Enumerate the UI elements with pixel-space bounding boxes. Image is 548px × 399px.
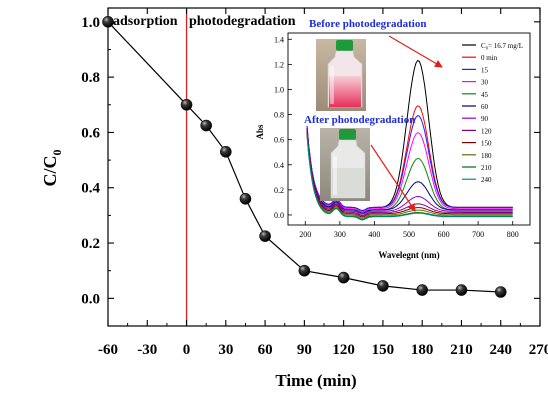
before-photo bbox=[316, 39, 366, 111]
inset-x-tick-label: 600 bbox=[438, 230, 450, 239]
legend-label: 150 bbox=[481, 140, 492, 148]
inset-x-tick-label: 800 bbox=[507, 230, 519, 239]
main-y-tick-label: 0.8 bbox=[81, 70, 100, 86]
inset-spectrum-line bbox=[306, 128, 513, 214]
legend-label: 45 bbox=[481, 91, 489, 99]
legend-label: 0 min bbox=[481, 54, 498, 62]
y-label-subscript: 0 bbox=[50, 150, 64, 156]
inset-y-axis: 0.0 0.2 0.4 0.6 0.8 1.0 1.2 1.4 bbox=[274, 35, 292, 220]
data-point bbox=[180, 98, 193, 111]
main-series bbox=[102, 16, 507, 298]
legend-label: 120 bbox=[481, 127, 492, 135]
after-photo bbox=[320, 128, 370, 201]
main-x-tick-label: 60 bbox=[258, 342, 273, 358]
y-label-main: C/C bbox=[40, 156, 60, 187]
data-point bbox=[220, 145, 232, 158]
inset-spectrum-line bbox=[306, 135, 513, 221]
inset-y-tick-label: 1.4 bbox=[274, 35, 284, 44]
main-x-tick-label: 0 bbox=[183, 342, 191, 358]
main-x-axis: -60 -30 0 30 60 90 120 150 180 210 240 270 bbox=[98, 8, 548, 358]
legend-label: 60 bbox=[481, 103, 489, 111]
annotation-after: After photodegradation bbox=[304, 114, 415, 126]
inset-y-tick-label: 0.0 bbox=[274, 211, 284, 220]
inset-y-tick-label: 0.6 bbox=[274, 136, 284, 145]
main-y-tick-label: 0.6 bbox=[81, 125, 100, 141]
data-point bbox=[298, 264, 311, 277]
data-point bbox=[377, 280, 389, 292]
inset-x-tick-label: 700 bbox=[472, 230, 484, 239]
annotation-before: Before photodegradation bbox=[309, 18, 426, 30]
inset-y-tick-label: 0.8 bbox=[274, 111, 284, 120]
inset-x-tick-label: 500 bbox=[403, 230, 415, 239]
data-point bbox=[259, 230, 271, 242]
data-point bbox=[455, 284, 468, 296]
main-x-axis-label: Time (min) bbox=[275, 371, 356, 390]
main-x-tick-label: 270 bbox=[529, 342, 548, 358]
inset-x-axis-label: Wavelegnt (nm) bbox=[378, 250, 439, 260]
region-label-adsorption: adsorption bbox=[113, 14, 178, 29]
region-label-photodegradation: photodegradation bbox=[189, 14, 296, 29]
legend-label: 210 bbox=[481, 164, 492, 172]
main-x-tick-label: 210 bbox=[450, 342, 473, 358]
main-y-tick-label: 1.0 bbox=[81, 15, 100, 31]
legend-label: 15 bbox=[481, 66, 489, 74]
inset-x-tick-label: 200 bbox=[299, 230, 311, 239]
inset-spectrum-line bbox=[306, 115, 513, 212]
main-x-tick-label: 90 bbox=[297, 342, 312, 358]
data-point bbox=[200, 119, 212, 132]
main-x-tick-label: 150 bbox=[372, 342, 395, 358]
legend-label: 90 bbox=[481, 115, 489, 123]
main-x-tick-label: 120 bbox=[332, 342, 355, 358]
legend-label: 30 bbox=[481, 79, 489, 87]
main-x-tick-label: 30 bbox=[218, 342, 233, 358]
main-x-tick-label: 240 bbox=[489, 342, 512, 358]
legend-label: 180 bbox=[481, 152, 492, 160]
data-point bbox=[337, 271, 350, 284]
main-x-tick-label: -30 bbox=[137, 342, 157, 358]
main-y-tick-label: 0.0 bbox=[81, 291, 100, 307]
inset-spectra bbox=[306, 59, 513, 221]
inset-x-tick-label: 400 bbox=[368, 230, 380, 239]
arrow-after bbox=[370, 144, 416, 212]
inset-y-tick-label: 0.4 bbox=[274, 161, 284, 170]
data-point bbox=[416, 284, 428, 296]
main-x-tick-label: -60 bbox=[98, 342, 118, 358]
main-x-tick-label: 180 bbox=[411, 342, 434, 358]
legend-label: C₀= 16.7 mg/L bbox=[481, 42, 523, 50]
legend-label: 240 bbox=[481, 176, 492, 184]
inset-x-tick-label: 300 bbox=[334, 230, 346, 239]
main-y-axis: 0.0 0.2 0.4 0.6 0.8 1.0 bbox=[81, 15, 540, 307]
inset-spectrum-line bbox=[306, 127, 513, 213]
arrow-before bbox=[388, 35, 443, 68]
inset-y-tick-label: 0.2 bbox=[274, 186, 284, 195]
data-point bbox=[494, 286, 507, 298]
data-point bbox=[102, 16, 114, 28]
inset-spectrum-line bbox=[306, 129, 513, 215]
inset-y-tick-label: 1.2 bbox=[274, 60, 284, 69]
inset-y-tick-label: 1.0 bbox=[274, 85, 284, 94]
main-y-tick-label: 0.2 bbox=[81, 236, 100, 252]
data-point bbox=[239, 193, 252, 205]
main-y-axis-label: C/C0 bbox=[40, 150, 64, 187]
main-y-tick-label: 0.4 bbox=[81, 181, 100, 197]
inset-legend: C₀= 16.7 mg/L 0 min 15 30 45 60 90 120 150 180 210… bbox=[462, 42, 523, 184]
inset-y-axis-label: Abs bbox=[255, 124, 265, 140]
inset-x-axis: 200 300 400 500 600 700 800 bbox=[299, 221, 519, 239]
